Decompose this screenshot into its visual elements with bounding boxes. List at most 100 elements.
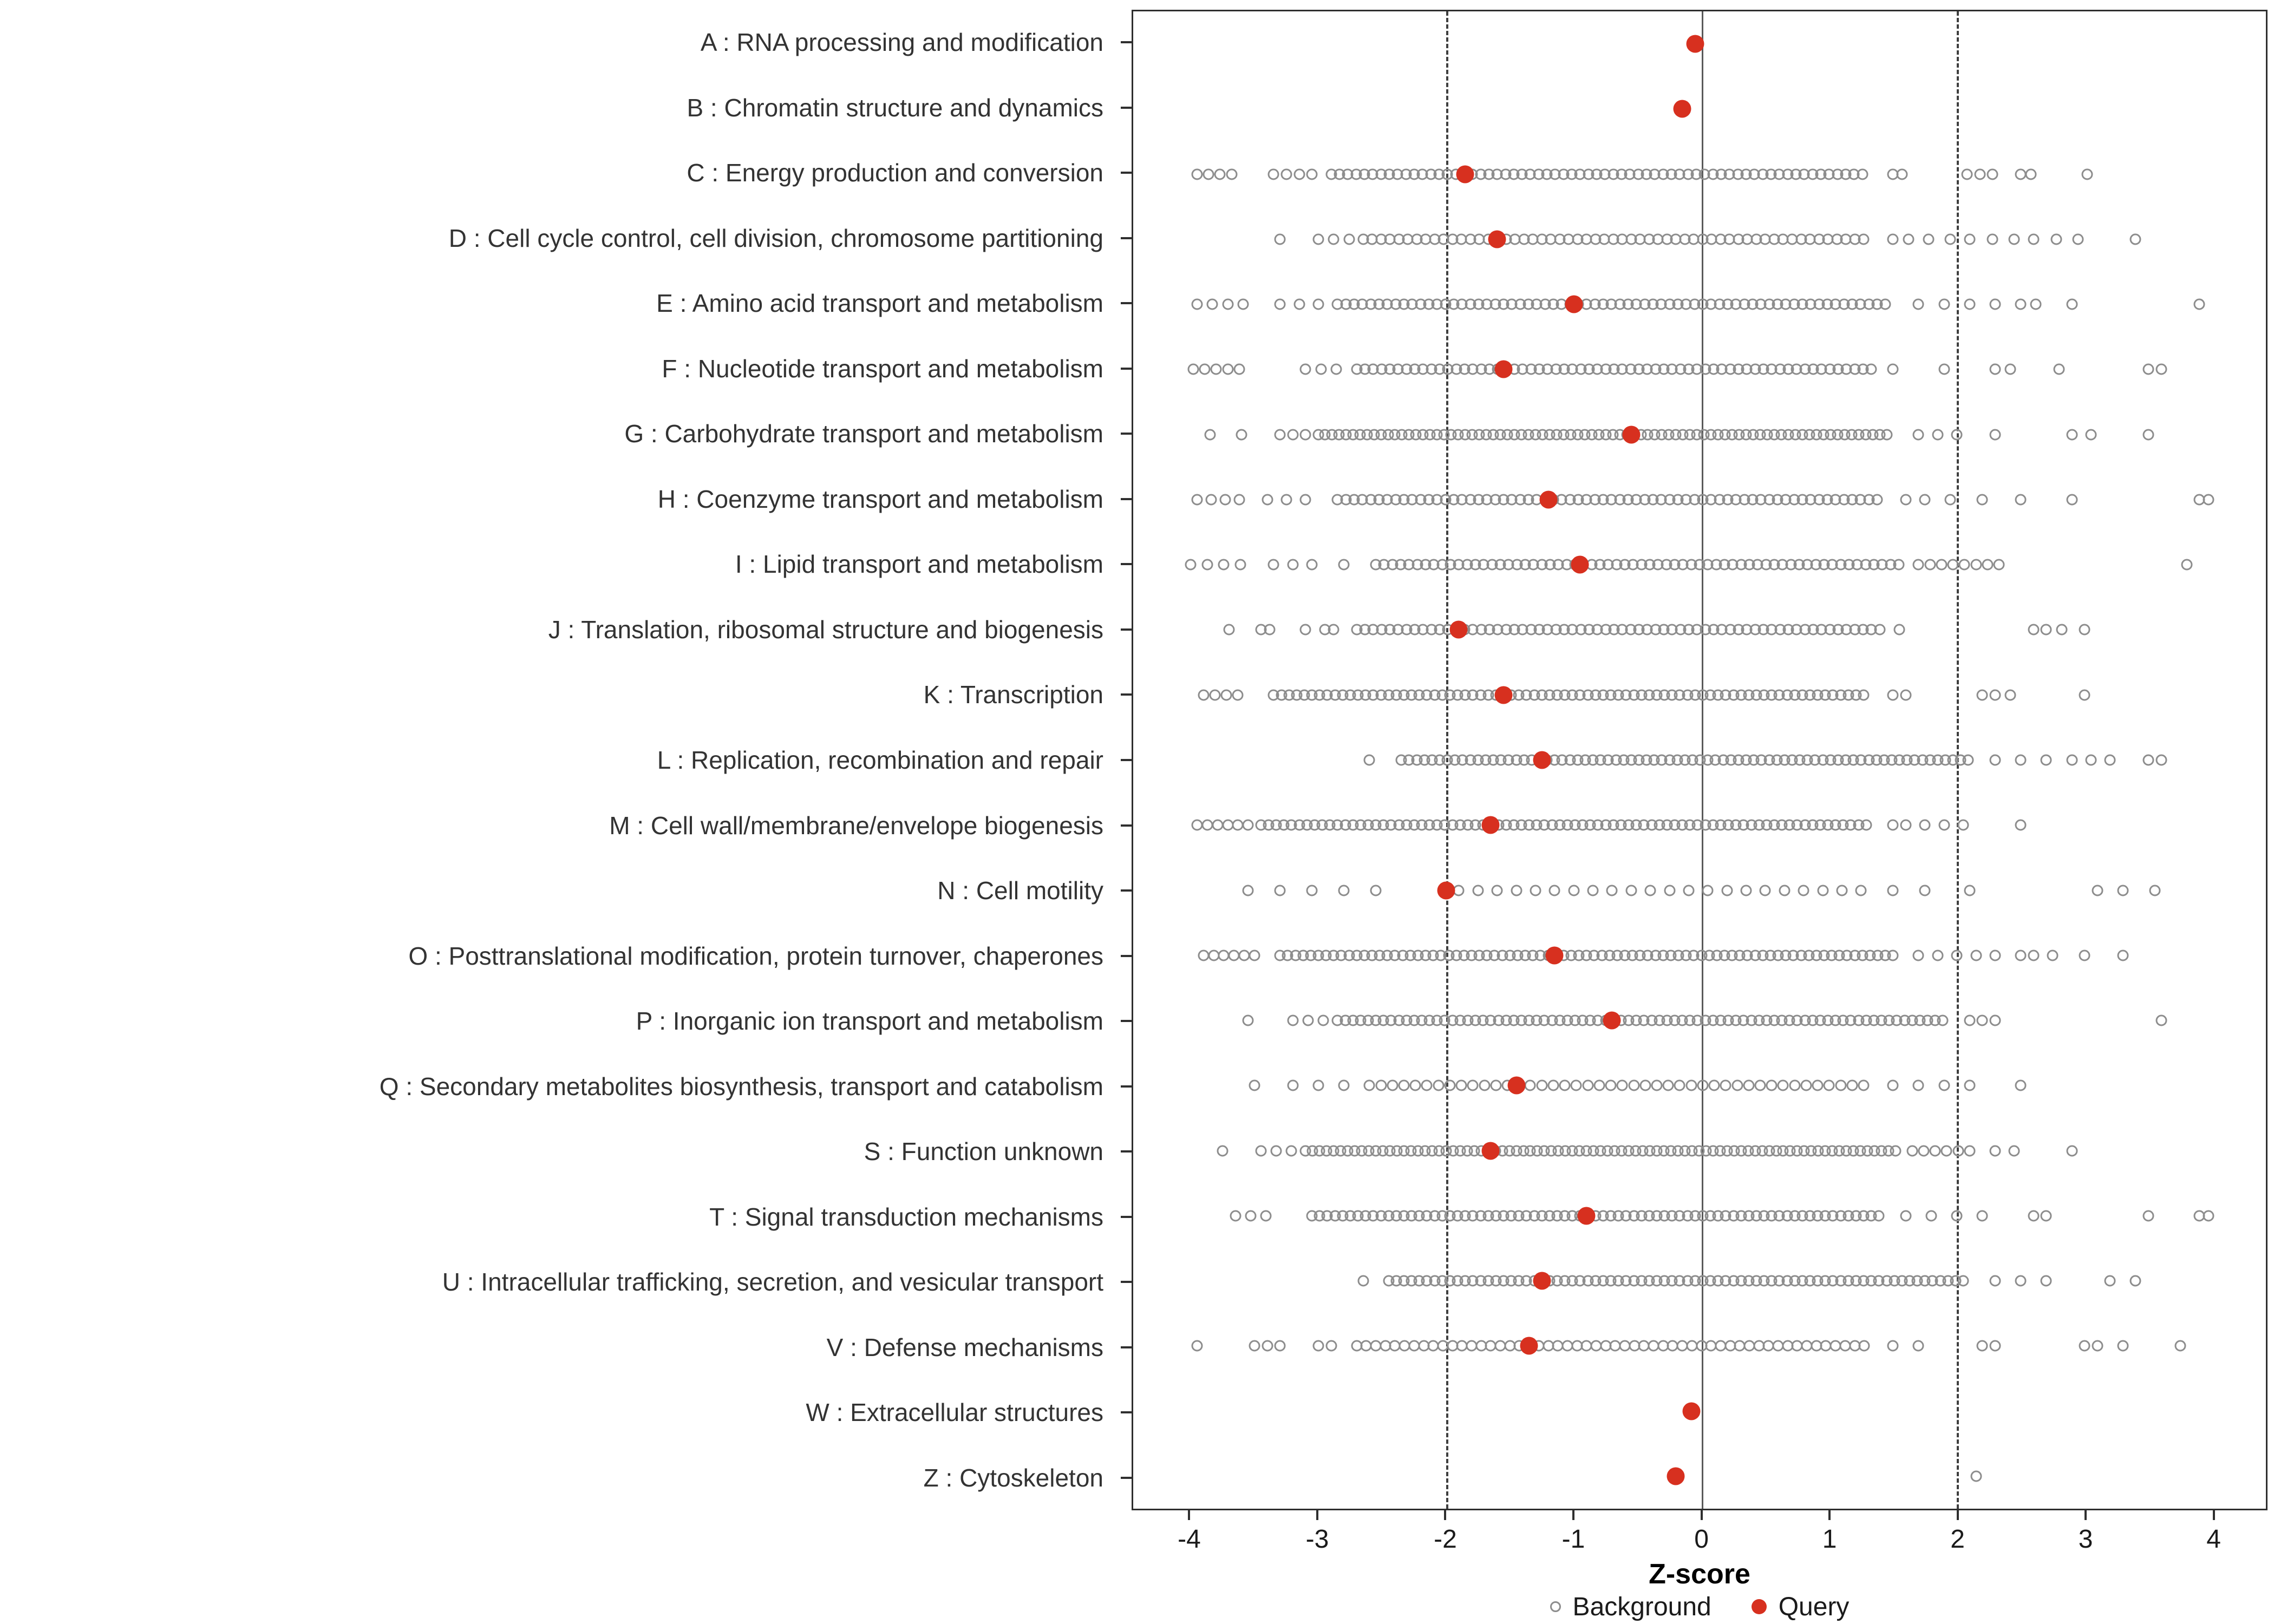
background-point: [2079, 689, 2090, 701]
background-point: [1547, 1079, 1559, 1091]
background-point: [1912, 559, 1924, 571]
background-point: [1198, 689, 1210, 701]
background-point: [2081, 168, 2093, 180]
background-point: [1989, 754, 2001, 766]
category-label: G : Carbohydrate transport and metabolis…: [624, 420, 1103, 448]
background-point: [1938, 819, 1950, 831]
background-point: [1685, 1079, 1697, 1091]
background-point: [1912, 298, 1924, 310]
background-point: [1212, 819, 1224, 831]
background-point: [1325, 1340, 1337, 1352]
background-point: [1199, 363, 1211, 375]
category-label: S : Function unknown: [864, 1137, 1103, 1166]
legend-item-query: Query: [1751, 1592, 1849, 1622]
background-point: [1962, 754, 1974, 766]
background-point: [1887, 1079, 1899, 1091]
background-point: [1409, 1079, 1421, 1091]
background-point: [2149, 885, 2161, 896]
background-point: [1582, 1079, 1594, 1091]
background-point: [1299, 363, 1311, 375]
background-point: [1433, 1079, 1445, 1091]
background-point: [1976, 1014, 1988, 1026]
background-point: [1479, 1079, 1491, 1091]
query-point: [1520, 1337, 1538, 1355]
background-point: [1879, 298, 1891, 310]
query-point: [1673, 100, 1691, 118]
background-point: [1299, 624, 1311, 636]
background-point: [2040, 1210, 2052, 1222]
legend-item-background: Background: [1550, 1592, 1711, 1622]
category-row: [1133, 1183, 2266, 1248]
background-point: [1274, 1340, 1286, 1352]
y-tick-mark: [1121, 693, 1132, 696]
background-point: [1900, 494, 1912, 506]
background-point: [1702, 885, 1714, 896]
x-axis: -4 -3 -2 -1 0 1 2 3 4: [1132, 1510, 2268, 1570]
query-point: [1622, 425, 1641, 444]
background-point: [1900, 1210, 1912, 1222]
background-point: [1255, 1145, 1267, 1157]
y-axis-labels: A : RNA processing and modification B : C…: [0, 10, 1111, 1510]
background-point: [1918, 1145, 1930, 1157]
x-tick-mark: [1572, 1510, 1575, 1520]
background-point: [1285, 1145, 1297, 1157]
background-point: [1887, 1340, 1899, 1352]
background-point: [2155, 754, 2167, 766]
background-point: [1472, 885, 1484, 896]
background-point: [1896, 168, 1908, 180]
background-point: [1299, 429, 1311, 441]
background-point: [1925, 1210, 1937, 1222]
y-tick-mark: [1121, 1150, 1132, 1153]
background-point: [1987, 168, 1998, 180]
background-point: [1237, 298, 1249, 310]
category-label: K : Transcription: [923, 680, 1103, 709]
background-point: [1664, 885, 1676, 896]
background-point: [2025, 168, 2037, 180]
category-label: H : Coenzyme transport and metabolism: [657, 484, 1103, 513]
category-label: D : Cell cycle control, cell division, c…: [448, 224, 1103, 252]
background-point: [1203, 168, 1214, 180]
background-point: [1232, 819, 1244, 831]
query-point: [1488, 230, 1506, 248]
category-row: [1133, 988, 2266, 1053]
y-tick-mark: [1121, 433, 1132, 435]
background-point: [1287, 1014, 1299, 1026]
category-row: [1133, 337, 2266, 402]
background-point: [2079, 1340, 2090, 1352]
background-point: [1312, 1079, 1324, 1091]
background-point: [1210, 363, 1222, 375]
y-tick-mark: [1121, 628, 1132, 631]
background-point: [1606, 885, 1618, 896]
y-tick-mark: [1121, 1346, 1132, 1348]
query-point: [1545, 946, 1564, 965]
background-point: [1338, 885, 1350, 896]
y-tick-mark: [1121, 1411, 1132, 1414]
background-point: [2117, 1340, 2129, 1352]
background-point: [1280, 494, 1292, 506]
background-point: [1328, 624, 1339, 636]
query-point: [1603, 1011, 1621, 1030]
background-point: [2053, 363, 2065, 375]
background-point: [1970, 559, 1982, 571]
category-label: E : Amino acid transport and metabolism: [656, 289, 1103, 318]
background-point: [1887, 885, 1899, 896]
background-point: [1191, 494, 1203, 506]
background-point: [1644, 885, 1656, 896]
background-point: [1887, 949, 1899, 961]
x-tick-label: 0: [1694, 1525, 1709, 1554]
background-point: [1625, 885, 1637, 896]
background-point: [1937, 1014, 1949, 1026]
y-tick-mark: [1121, 759, 1132, 761]
category-label: I : Lipid transport and metabolism: [735, 550, 1103, 579]
background-point: [1217, 1145, 1229, 1157]
background-point: [1444, 1079, 1456, 1091]
query-point: [1682, 1402, 1701, 1420]
background-point: [2004, 363, 2016, 375]
legend-label-background: Background: [1572, 1592, 1711, 1621]
background-point: [2203, 1210, 2214, 1222]
background-point: [1798, 885, 1809, 896]
background-point: [1754, 1079, 1766, 1091]
background-point: [1628, 1079, 1640, 1091]
x-tick-label: -3: [1305, 1525, 1329, 1554]
